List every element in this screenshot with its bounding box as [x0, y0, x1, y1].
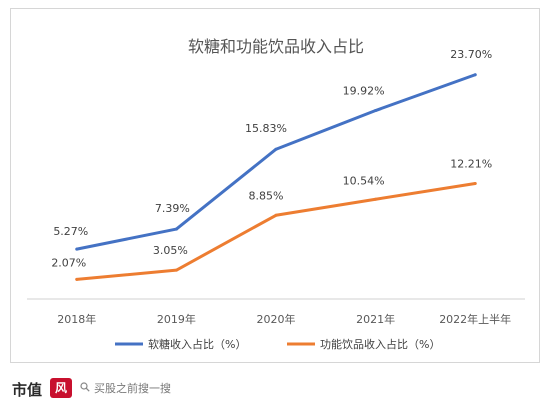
brand-logo-text: 市值 [12, 381, 43, 399]
series-line [75, 73, 477, 251]
data-label: 2.07% [51, 256, 86, 269]
data-label: 19.92% [343, 85, 385, 98]
x-tick-label: 2019年 [157, 312, 196, 326]
data-label: 12.21% [450, 157, 492, 170]
chart-title: 软糖和功能饮品收入占比 [188, 37, 364, 56]
x-tick-label: 2020年 [257, 312, 296, 326]
data-point [374, 197, 378, 201]
x-tick-label: 2022年上半年 [439, 312, 511, 326]
line-chart: 软糖和功能饮品收入占比 2018年 2019年 2020年 2021年 2022年上半年 5… [27, 37, 525, 351]
screenshot-frame: 软糖和功能饮品收入占比 2018年 2019年 2020年 2021年 2022年上半年 5… [0, 8, 550, 415]
legend-label: 功能饮品收入占比（%） [320, 337, 440, 351]
data-point [174, 268, 178, 272]
brand-logo-mark: 风云 [50, 378, 72, 415]
search-prompt[interactable]: 买股之前搜一搜 [94, 382, 171, 395]
footer-bar: 市值 风云 买股之前搜一搜 [0, 368, 550, 415]
data-point [174, 227, 178, 231]
data-label: 10.54% [343, 174, 385, 187]
data-label: 23.70% [450, 48, 492, 61]
legend-label: 软糖收入占比（%） [148, 337, 246, 351]
data-label: 8.85% [249, 189, 284, 202]
data-point [274, 147, 278, 151]
data-point [274, 213, 278, 217]
data-point [473, 73, 477, 77]
data-label: 15.83% [245, 122, 287, 135]
data-point [473, 181, 477, 185]
x-tick-label: 2021年 [356, 312, 395, 326]
search-icon[interactable] [80, 382, 90, 392]
data-label: 5.27% [53, 225, 88, 238]
data-label: 7.39% [155, 202, 190, 215]
data-point [75, 277, 79, 281]
data-point [75, 247, 79, 251]
data-point [374, 109, 378, 113]
data-label: 3.05% [153, 244, 188, 257]
chart-container: 软糖和功能饮品收入占比 2018年 2019年 2020年 2021年 2022年上半年 5… [10, 8, 540, 363]
x-tick-label: 2018年 [57, 312, 96, 326]
